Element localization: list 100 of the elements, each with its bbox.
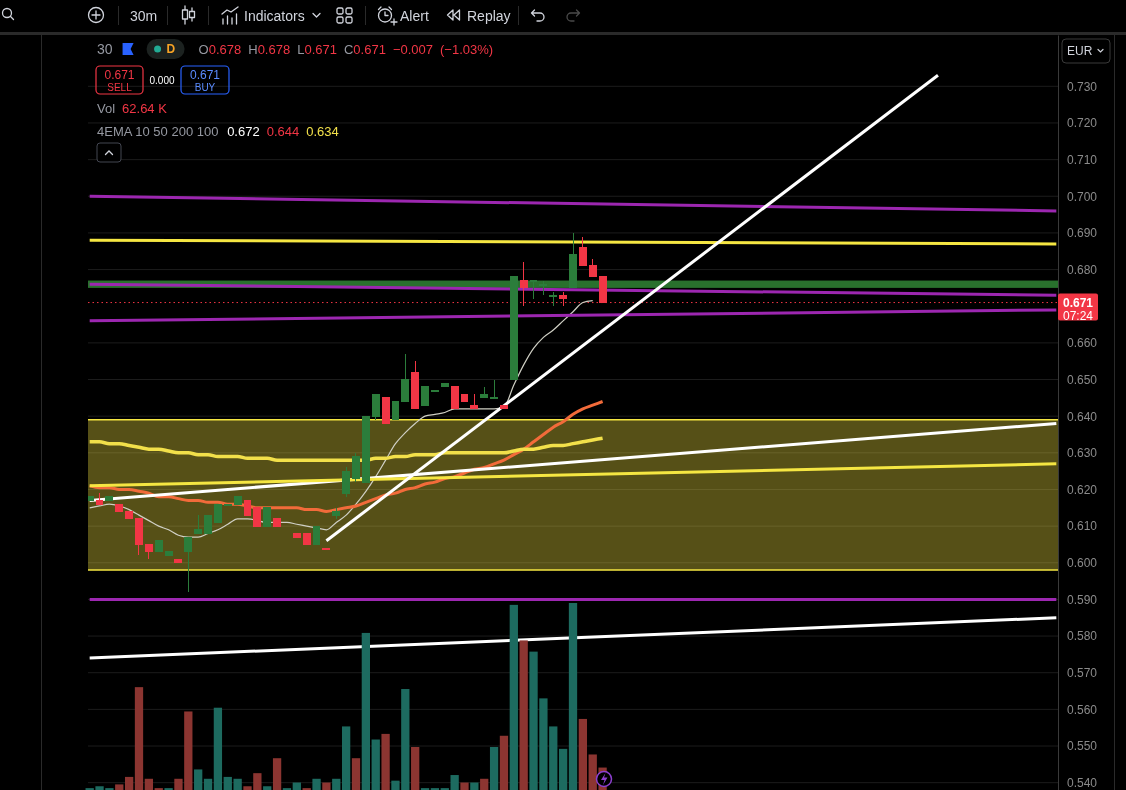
bar bbox=[509, 604, 518, 790]
annotation: 0.671 bbox=[304, 41, 337, 57]
bar bbox=[558, 748, 568, 790]
bar bbox=[411, 746, 420, 790]
candlestick bbox=[144, 543, 153, 560]
bar bbox=[322, 782, 331, 790]
candlestick bbox=[371, 393, 380, 421]
bar bbox=[332, 778, 341, 790]
y-tick-label: 0.690 bbox=[1067, 226, 1098, 241]
candlestick bbox=[302, 532, 311, 545]
candlestick bbox=[233, 496, 242, 505]
annotation: 4EMA 10 50 200 100 bbox=[97, 123, 219, 139]
candlestick bbox=[105, 496, 114, 501]
text: EUR bbox=[1067, 44, 1093, 58]
bar bbox=[351, 758, 361, 790]
bar bbox=[499, 735, 509, 790]
text: 30 bbox=[97, 41, 113, 57]
y-tick-label: 0.550 bbox=[1067, 739, 1098, 754]
y-tick-label: 0.580 bbox=[1067, 629, 1098, 644]
y-tick-label: 0.720 bbox=[1067, 116, 1098, 131]
candlestick bbox=[430, 390, 439, 393]
y-tick-label: 0.710 bbox=[1067, 152, 1098, 167]
bar bbox=[203, 778, 213, 790]
candlestick bbox=[480, 386, 489, 399]
y-tick-label: 0.680 bbox=[1067, 262, 1098, 277]
text: 07:24 bbox=[1062, 308, 1094, 323]
annotation: D bbox=[166, 42, 176, 56]
bar bbox=[263, 786, 272, 790]
y-tick-label: 0.590 bbox=[1067, 592, 1098, 607]
y-tick-label: 0.540 bbox=[1067, 776, 1098, 790]
annotation: 0.672 bbox=[227, 123, 260, 139]
candlestick bbox=[470, 393, 479, 410]
bar bbox=[480, 778, 489, 790]
annotation: Vol bbox=[97, 100, 116, 116]
candlestick bbox=[322, 547, 331, 550]
bar bbox=[460, 782, 469, 790]
line-series bbox=[89, 300, 594, 538]
ref-line-label: 0.671 bbox=[1062, 296, 1094, 311]
candlestick bbox=[135, 518, 143, 556]
text: Indicators bbox=[244, 8, 305, 24]
text: 30m bbox=[130, 8, 158, 24]
text: 0.671 bbox=[189, 68, 221, 82]
candlestick bbox=[411, 360, 420, 410]
candlestick bbox=[332, 507, 341, 520]
y-tick-label: 0.700 bbox=[1067, 189, 1098, 204]
candlestick bbox=[381, 397, 390, 424]
bar bbox=[115, 784, 124, 790]
y-tick-label: 0.570 bbox=[1067, 666, 1098, 681]
candlestick bbox=[95, 492, 104, 505]
candlestick bbox=[115, 503, 124, 512]
bar bbox=[371, 739, 380, 790]
text: 0.671 bbox=[104, 68, 135, 82]
text: Replay bbox=[467, 8, 511, 24]
candlestick bbox=[490, 379, 499, 400]
bar bbox=[124, 776, 134, 790]
candlestick bbox=[194, 514, 203, 534]
annotation: 0.000 bbox=[149, 74, 175, 86]
candlestick bbox=[273, 518, 282, 527]
candlestick bbox=[352, 452, 360, 483]
bar bbox=[470, 782, 479, 790]
annotation: 62.64 K bbox=[122, 100, 168, 116]
bar bbox=[381, 733, 390, 790]
bar bbox=[568, 603, 578, 790]
candlestick bbox=[184, 536, 193, 593]
y-tick-label: 0.630 bbox=[1067, 446, 1098, 461]
bar bbox=[341, 726, 351, 790]
candlestick bbox=[223, 503, 232, 506]
candlestick bbox=[263, 507, 272, 527]
bar bbox=[134, 687, 144, 790]
annotation: 0.634 bbox=[306, 123, 339, 139]
y-tick-label: 0.650 bbox=[1067, 372, 1098, 387]
bar bbox=[489, 746, 499, 790]
annotation: 0.671 bbox=[353, 41, 386, 57]
y-tick-label: 0.560 bbox=[1067, 702, 1098, 717]
annotation: BUY bbox=[194, 82, 216, 93]
candlestick bbox=[213, 503, 222, 523]
bar bbox=[272, 758, 282, 790]
y-tick-label: 0.640 bbox=[1067, 409, 1098, 424]
bar bbox=[312, 778, 321, 790]
bar bbox=[292, 782, 301, 790]
candlestick bbox=[578, 236, 587, 267]
bar bbox=[194, 769, 203, 790]
annotation: 0.644 bbox=[266, 123, 300, 139]
candlestick bbox=[174, 558, 183, 564]
bar bbox=[213, 707, 223, 790]
candlestick bbox=[361, 415, 370, 483]
y-tick-label: 0.730 bbox=[1067, 79, 1098, 94]
bar bbox=[144, 778, 153, 790]
bar bbox=[578, 718, 588, 790]
bar bbox=[361, 632, 370, 790]
candlestick bbox=[421, 386, 429, 406]
y-tick-label: 0.620 bbox=[1067, 482, 1098, 497]
candlestick bbox=[125, 510, 134, 520]
y-tick-label: 0.600 bbox=[1067, 556, 1098, 571]
text: Alert bbox=[400, 8, 429, 24]
candlestick bbox=[549, 291, 558, 307]
candlestick bbox=[204, 514, 212, 534]
candlestick bbox=[342, 466, 351, 498]
bar bbox=[519, 640, 528, 790]
line-series bbox=[88, 436, 605, 462]
